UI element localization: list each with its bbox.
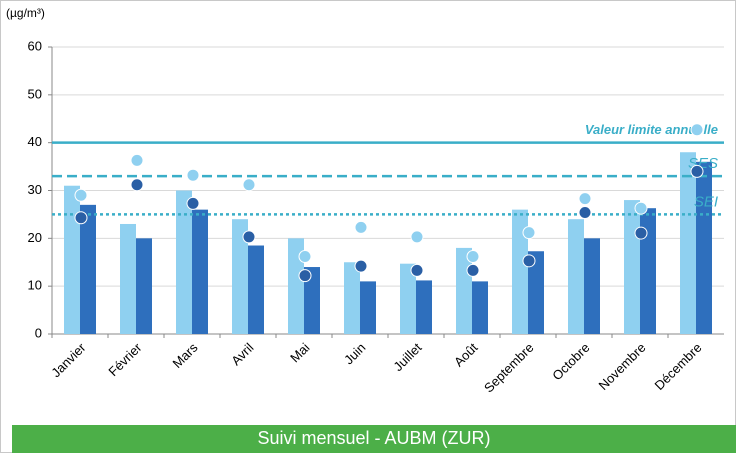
reference-label: Valeur limite annuelle [585,122,718,137]
bar [640,208,656,334]
bar [416,280,432,334]
dot-marker [74,211,88,225]
bar [680,152,696,334]
dot-marker [466,263,480,277]
dot-marker [410,263,424,277]
dot-marker [130,153,144,167]
dot-marker [186,168,200,182]
bar [248,245,264,334]
dot-marker [466,250,480,264]
footer-title: Suivi mensuel - AUBM (ZUR) [257,428,490,448]
y-tick-label: 60 [28,38,42,53]
bar [64,185,80,334]
bar [624,200,640,334]
bar [232,219,248,334]
dot-marker [354,220,368,234]
bar [176,190,192,334]
dot-marker [522,254,536,268]
bar [120,223,136,334]
dot-marker [634,226,648,240]
dot-marker [410,230,424,244]
bar [512,209,528,334]
dot-marker [578,192,592,206]
bar [192,209,208,334]
dot-marker [354,259,368,273]
bar [288,238,304,334]
dot-marker [522,226,536,240]
y-tick-label: 40 [28,134,42,149]
dot-marker [74,188,88,202]
bar [344,262,360,334]
bar [360,281,376,334]
bar [696,161,712,334]
bar [136,238,152,334]
reference-label: SEI [694,193,718,210]
footer-band [12,425,736,453]
bar [400,263,416,334]
dot-marker [186,196,200,210]
y-tick-label: 30 [28,182,42,197]
dot-marker [578,206,592,220]
dot-marker [634,201,648,215]
dot-marker [298,250,312,264]
y-tick-label: 10 [28,278,42,293]
dot-marker [690,123,704,137]
dot-marker [130,178,144,192]
bar [568,219,584,334]
bar [472,281,488,334]
y-tick-label: 20 [28,230,42,245]
bar [528,251,544,334]
y-tick-label: 50 [28,86,42,101]
bar [304,267,320,334]
y-axis-label: (µg/m³) [6,6,45,20]
dot-marker [242,230,256,244]
dot-marker [690,164,704,178]
dot-marker [298,269,312,283]
dot-marker [242,178,256,192]
bar [80,204,96,334]
bar [584,238,600,334]
y-tick-label: 0 [35,325,42,340]
